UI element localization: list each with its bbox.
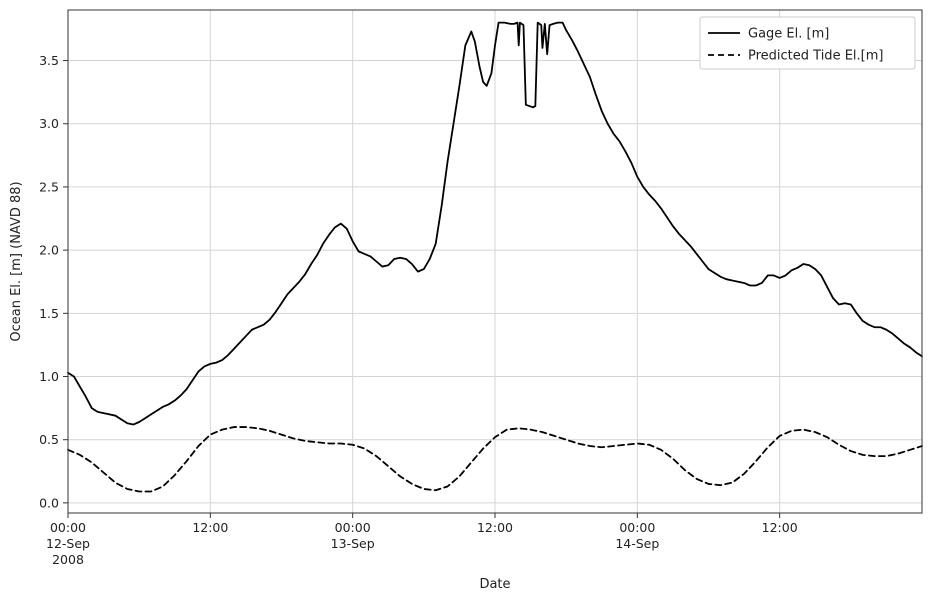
- x-axis-title: Date: [479, 577, 510, 592]
- y-tick-label: 1.0: [39, 369, 59, 384]
- x-tick-label: 12:00: [192, 520, 228, 535]
- y-tick-label: 0.5: [39, 432, 59, 447]
- y-axis-title: Ocean El. [m] (NAVD 88): [9, 181, 24, 341]
- x-tick-label: 00:00: [50, 520, 86, 535]
- x-tick-label: 14-Sep: [615, 536, 659, 551]
- x-tick-label: 12:00: [477, 520, 513, 535]
- y-tick-label: 3.0: [39, 116, 59, 131]
- legend: Gage El. [m] Predicted Tide El.[m]: [699, 16, 916, 70]
- series-layer: [67, 21, 923, 493]
- x-tick-label: 00:00: [335, 520, 371, 535]
- series-line-gage: [67, 21, 923, 426]
- grid: [67, 10, 922, 513]
- y-tick-label: 2.5: [39, 179, 59, 194]
- x-tick-label: 12:00: [762, 520, 798, 535]
- y-axis: 0.0 0.5 1.0 1.5 2.0 2.5 3.0 3.5: [39, 53, 68, 510]
- y-tick-label: 3.5: [39, 53, 59, 68]
- y-tick-label: 1.5: [39, 306, 59, 321]
- series-line-predicted-tide: [67, 426, 923, 493]
- legend-label-predicted-tide: Predicted Tide El.[m]: [748, 49, 883, 64]
- x-tick-label: 13-Sep: [331, 536, 375, 551]
- x-tick-label: 00:00: [619, 520, 655, 535]
- legend-label-gage: Gage El. [m]: [748, 27, 829, 42]
- legend-box: [699, 16, 916, 70]
- y-tick-label: 2.0: [39, 243, 59, 258]
- x-tick-label: 2008: [52, 552, 84, 567]
- y-tick-label: 0.0: [39, 495, 59, 510]
- x-tick-label: 12-Sep: [46, 536, 90, 551]
